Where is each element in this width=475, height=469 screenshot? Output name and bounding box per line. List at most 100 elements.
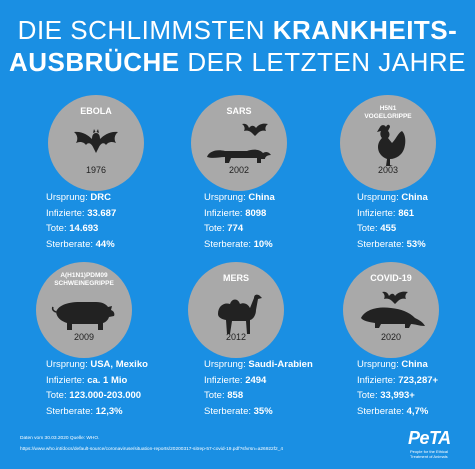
title-line2-bold: AUSBRÜCHE: [9, 47, 180, 77]
origin-value: USA, Mexiko: [90, 359, 148, 370]
infected-row: Infizierte: ca. 1 Mio: [46, 373, 148, 389]
mortality-value: 44%: [95, 238, 115, 250]
outbreak-circle: SARS 2002: [191, 95, 287, 191]
infected-value: 861: [398, 207, 415, 219]
deaths-label: Tote:: [204, 390, 228, 401]
deaths-value: 774: [227, 223, 244, 234]
infected-label: Infizierte:: [357, 207, 399, 219]
outbreak-stats: Ursprung: China Infizierte: 861 Tote: 45…: [357, 190, 428, 252]
source-date-note: Daten vom 30.03.2020 Quelle: WHO.: [20, 436, 100, 441]
deaths-value: 858: [227, 390, 244, 401]
mortality-label: Sterberate:: [357, 405, 407, 417]
infected-value: 723,287+: [398, 374, 439, 386]
origin-label: Ursprung:: [357, 192, 402, 203]
origin-row: Ursprung: Saudi-Arabien: [204, 357, 313, 373]
infected-label: Infizierte:: [357, 374, 399, 386]
outbreak-year: 2003: [377, 165, 399, 175]
deaths-value: 33,993+: [380, 390, 415, 401]
origin-value: DRC: [90, 192, 111, 203]
logo-text: PeTA: [408, 428, 451, 448]
deaths-label: Tote:: [46, 390, 70, 401]
origin-label: Ursprung:: [204, 192, 249, 203]
deaths-row: Tote: 774: [204, 221, 275, 237]
outbreak-year: 2002: [228, 165, 250, 175]
mortality-label: Sterberate:: [46, 238, 96, 250]
mortality-row: Sterberate: 12,3%: [46, 404, 148, 420]
mortality-label: Sterberate:: [357, 238, 407, 250]
mortality-row: Sterberate: 10%: [204, 237, 275, 253]
origin-value: China: [248, 192, 275, 203]
outbreak-circle: H5N1 VOGELGRIPPE 2003: [340, 95, 436, 191]
origin-row: Ursprung: China: [357, 357, 438, 373]
outbreak-stats: Ursprung: China Infizierte: 8098 Tote: 7…: [204, 190, 275, 252]
disease-name: COVID-19: [370, 273, 412, 283]
outbreak-circle: A(H1N1)PDM09 SCHWEINEGRIPPE 2009: [36, 262, 132, 358]
mortality-row: Sterberate: 4,7%: [357, 404, 438, 420]
origin-label: Ursprung:: [204, 359, 249, 370]
infected-label: Infizierte:: [46, 207, 88, 219]
title-line1-bold: KRANKHEITS-: [272, 15, 458, 45]
infected-row: Infizierte: 861: [357, 206, 428, 222]
mortality-label: Sterberate:: [204, 238, 254, 250]
logo-subtext: People for the Ethical Treatment of Anim…: [410, 449, 449, 459]
civet-and-bat-icon: [207, 123, 271, 163]
origin-row: Ursprung: DRC: [46, 190, 116, 206]
pig-icon: [51, 302, 115, 330]
outbreak-stats: Ursprung: DRC Infizierte: 33.687 Tote: 1…: [46, 190, 116, 252]
infected-row: Infizierte: 2494: [204, 373, 313, 389]
mortality-value: 35%: [253, 405, 273, 417]
deaths-label: Tote:: [46, 223, 70, 234]
deaths-label: Tote:: [357, 223, 381, 234]
infected-row: Infizierte: 723,287+: [357, 373, 438, 389]
origin-label: Ursprung:: [46, 359, 91, 370]
infected-value: ca. 1 Mio: [87, 374, 128, 386]
origin-value: China: [401, 192, 428, 203]
deaths-row: Tote: 858: [204, 388, 313, 404]
mortality-label: Sterberate:: [204, 405, 254, 417]
origin-label: Ursprung:: [357, 359, 402, 370]
camel-icon: [218, 294, 262, 334]
origin-row: Ursprung: China: [204, 190, 275, 206]
mortality-value: 10%: [253, 238, 273, 250]
page-title: DIE SCHLIMMSTEN KRANKHEITS- AUSBRÜCHE DE…: [0, 14, 475, 78]
origin-label: Ursprung:: [46, 192, 91, 203]
mortality-row: Sterberate: 53%: [357, 237, 428, 253]
title-line1-normal: DIE SCHLIMMSTEN: [17, 15, 273, 45]
outbreak-year: 2012: [225, 332, 247, 342]
disease-name: EBOLA: [80, 106, 112, 116]
outbreak-year: 1976: [85, 165, 107, 175]
infected-value: 2494: [245, 374, 267, 386]
mortality-row: Sterberate: 35%: [204, 404, 313, 420]
origin-value: China: [401, 359, 428, 370]
deaths-label: Tote:: [357, 390, 381, 401]
disease-name: MERS: [222, 273, 249, 283]
infected-row: Infizierte: 33.687: [46, 206, 116, 222]
infected-value: 8098: [245, 207, 267, 219]
infected-label: Infizierte:: [204, 207, 246, 219]
origin-row: Ursprung: USA, Mexiko: [46, 357, 148, 373]
outbreak-stats: Ursprung: Saudi-Arabien Infizierte: 2494…: [204, 357, 313, 419]
rooster-icon: [377, 124, 406, 166]
outbreak-circle: MERS 2012: [188, 262, 284, 358]
outbreak-circle: COVID-19 2020: [343, 262, 439, 358]
disease-name: H5N1 VOGELGRIPPE: [364, 105, 412, 120]
deaths-label: Tote:: [204, 223, 228, 234]
origin-value: Saudi-Arabien: [248, 359, 313, 370]
origin-row: Ursprung: China: [357, 190, 428, 206]
disease-name: A(H1N1)PDM09 SCHWEINEGRIPPE: [54, 272, 114, 287]
mortality-row: Sterberate: 44%: [46, 237, 116, 253]
deaths-value: 14.693: [69, 223, 99, 234]
source-url[interactable]: https://www.who.int/docs/default-source/…: [20, 447, 284, 452]
title-line2-normal: DER LETZTEN JAHRE: [179, 47, 466, 77]
outbreak-year: 2009: [73, 332, 95, 342]
deaths-row: Tote: 33,993+: [357, 388, 438, 404]
mortality-value: 12,3%: [95, 405, 123, 417]
deaths-value: 123.000-203.000: [69, 390, 142, 401]
infected-label: Infizierte:: [204, 374, 246, 386]
outbreak-year: 2020: [380, 332, 402, 342]
infected-row: Infizierte: 8098: [204, 206, 275, 222]
disease-name: SARS: [226, 106, 252, 116]
outbreak-stats: Ursprung: USA, Mexiko Infizierte: ca. 1 …: [46, 357, 148, 419]
mortality-value: 4,7%: [406, 405, 429, 417]
